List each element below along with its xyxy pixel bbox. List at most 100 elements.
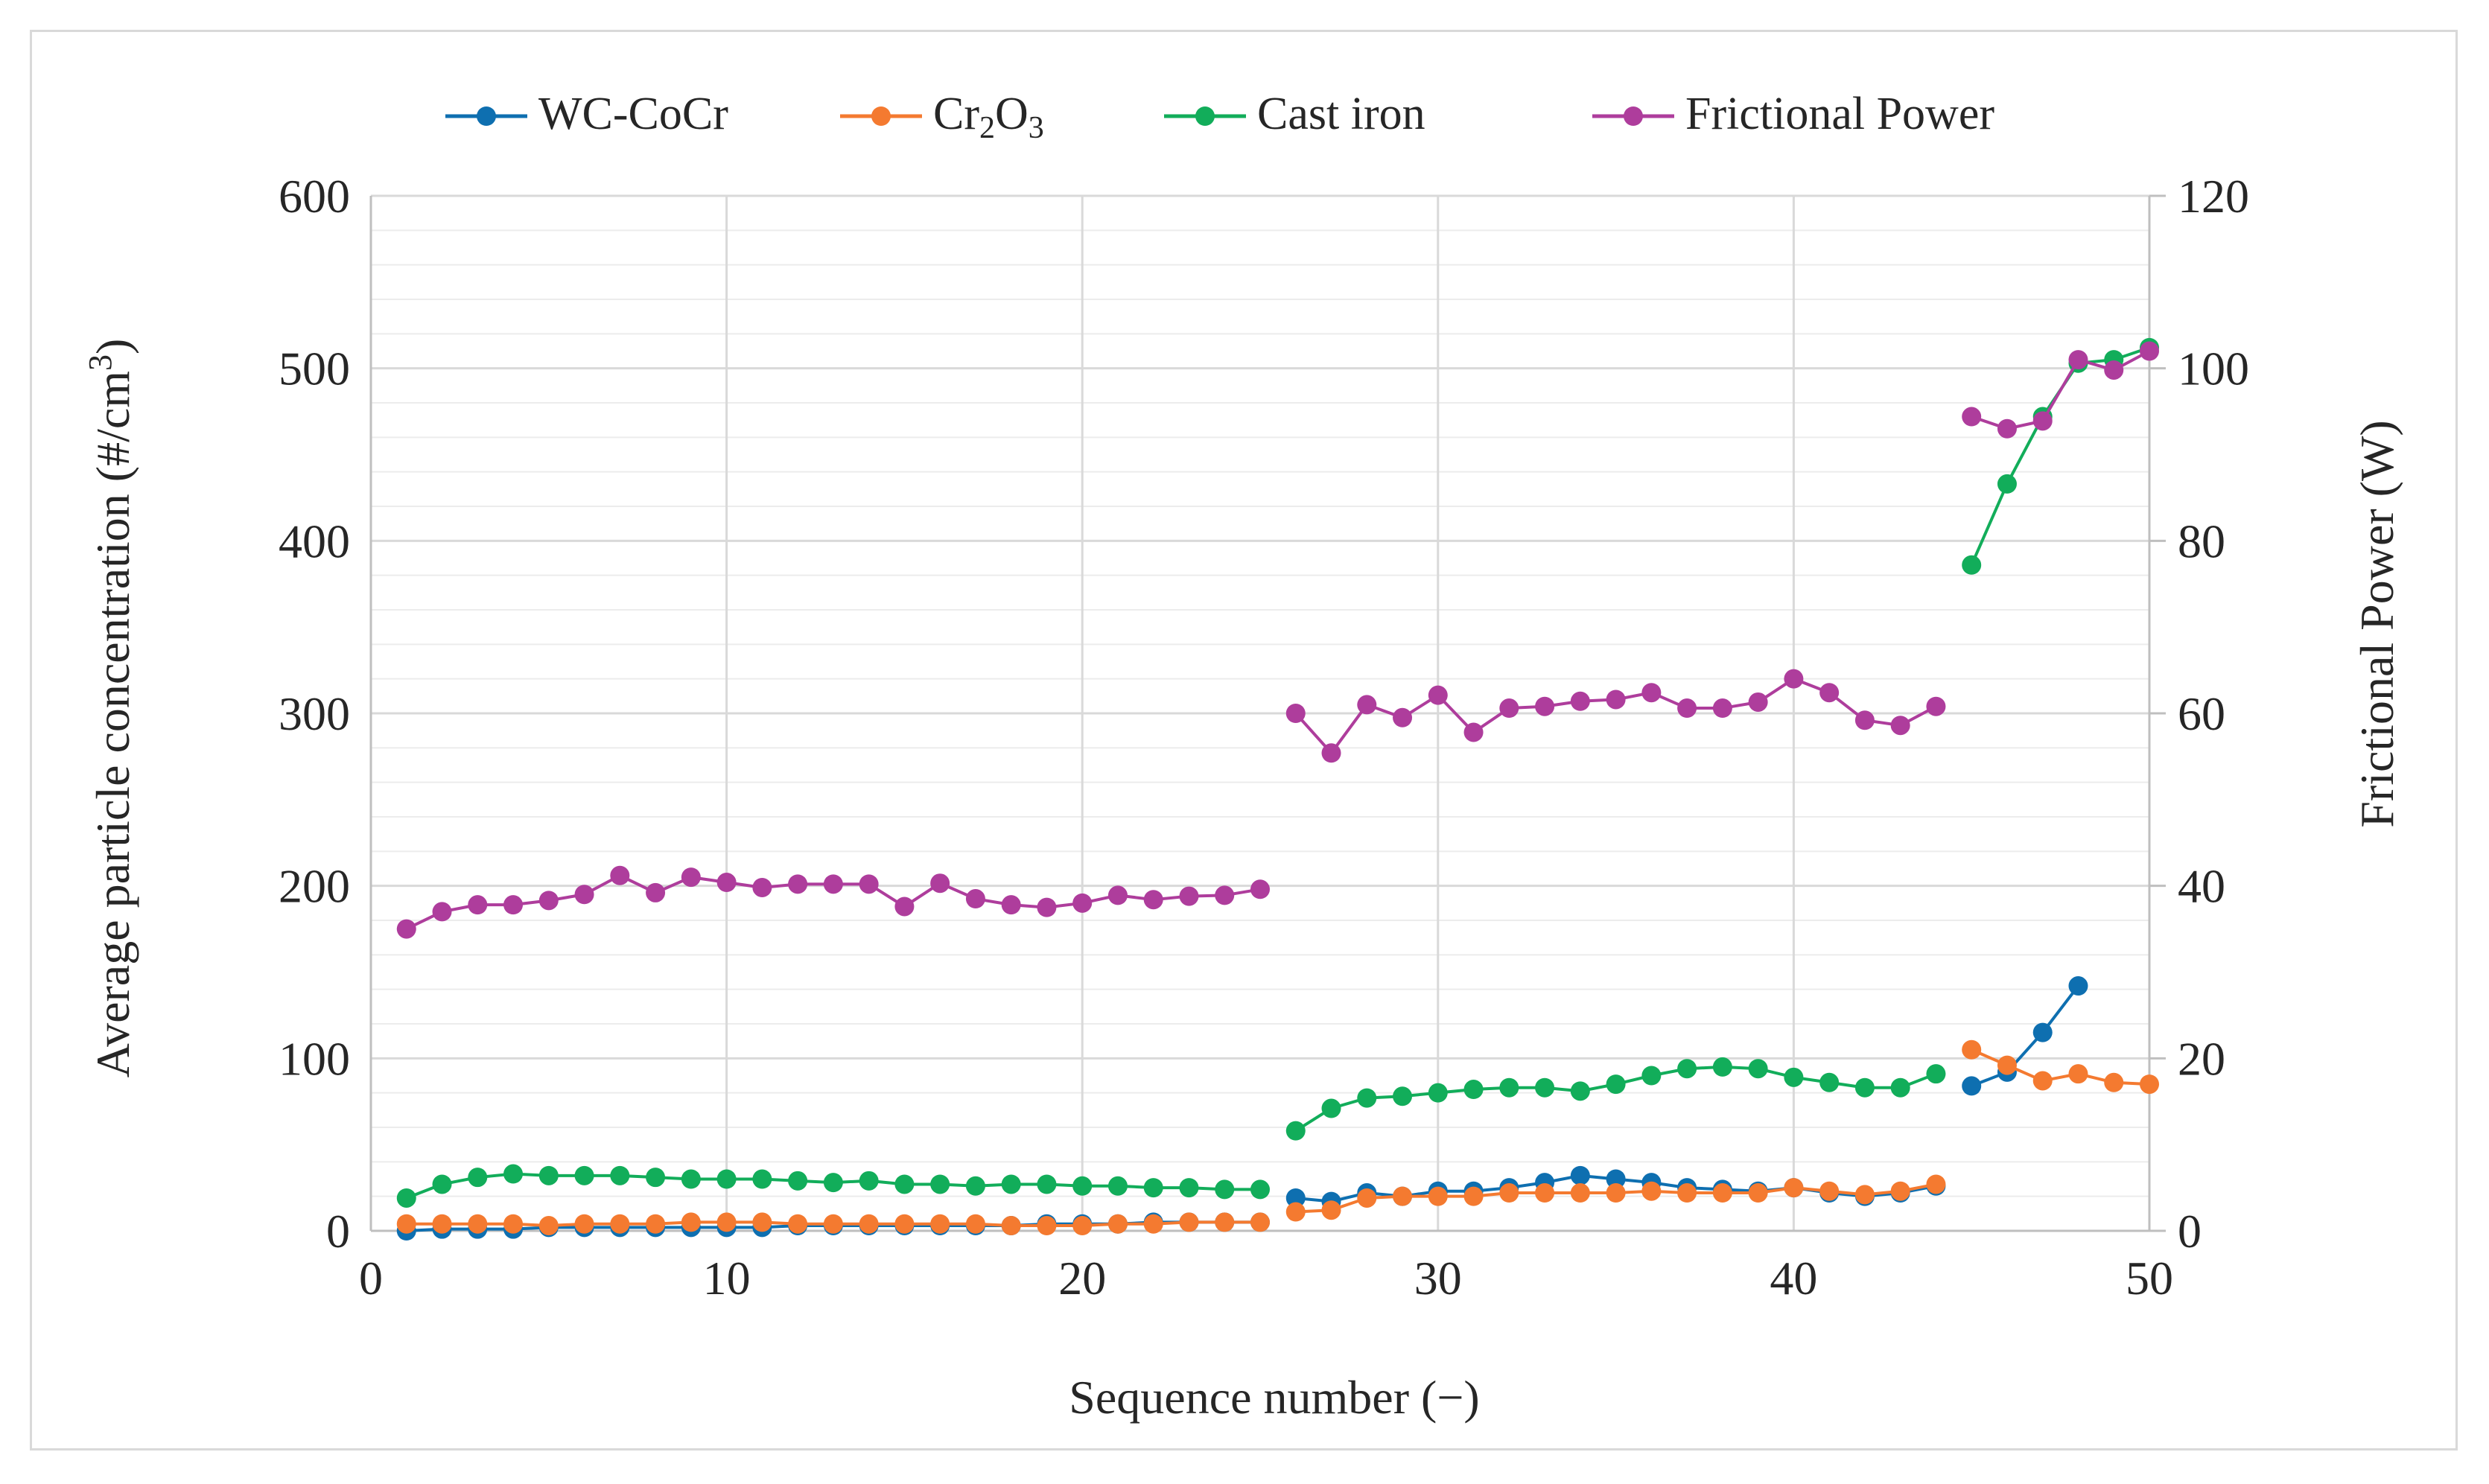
data-point — [894, 1214, 915, 1234]
data-point — [1285, 1188, 1306, 1208]
legend-item-wc-cocr: WC-CoCr — [445, 89, 728, 139]
legend-marker-wc-cocr — [477, 106, 496, 126]
data-point — [1962, 1039, 1982, 1060]
data-point — [1321, 743, 1341, 763]
data-point — [1037, 1216, 1057, 1236]
data-point — [716, 1212, 737, 1232]
data-point — [574, 885, 594, 905]
legend-label-cr2o3-sub1: 2 — [979, 111, 995, 145]
y-left-tick-label: 500 — [279, 343, 350, 395]
data-point — [1321, 1098, 1341, 1118]
data-point — [2068, 350, 2088, 370]
data-point — [1321, 1200, 1341, 1220]
data-point — [1819, 683, 1840, 703]
legend-label-cr2o3-part2: O — [995, 89, 1029, 139]
data-point — [788, 1214, 808, 1234]
y-axis-left-label-sup: 3 — [82, 354, 118, 371]
data-point — [1854, 710, 1875, 730]
y-right-tick-label: 20 — [2178, 1032, 2225, 1085]
data-point — [1926, 696, 1946, 716]
data-point — [930, 1174, 950, 1194]
data-point — [503, 1214, 524, 1234]
data-point — [1606, 1169, 1626, 1189]
data-point — [1001, 895, 1021, 915]
data-point — [1499, 698, 1519, 719]
y-right-tick-label: 100 — [2178, 343, 2249, 395]
data-point — [1143, 890, 1163, 910]
series-2 — [396, 337, 2159, 1208]
data-point — [1926, 1064, 1946, 1084]
legend-marker-frictional-power — [1624, 106, 1643, 126]
data-point — [1463, 1186, 1484, 1206]
data-point — [610, 1214, 630, 1234]
data-point — [1606, 1183, 1626, 1203]
data-point — [1393, 1086, 1413, 1106]
data-point — [1463, 722, 1484, 742]
data-point — [1784, 669, 1804, 689]
x-tick-label: 0 — [359, 1252, 383, 1305]
data-point — [859, 874, 879, 894]
data-point — [1677, 1183, 1697, 1203]
data-point — [1962, 407, 1982, 427]
data-point — [2032, 1071, 2053, 1091]
legend-label-frictional-power: Frictional Power — [1685, 89, 1994, 139]
y-left-tick-label: 400 — [279, 515, 350, 567]
data-point — [1428, 1083, 1448, 1103]
data-point — [2104, 1072, 2124, 1092]
data-point — [1606, 690, 1626, 710]
data-point — [823, 1214, 843, 1234]
data-point — [2140, 341, 2159, 361]
data-point — [1784, 1067, 1804, 1087]
data-point — [1357, 695, 1377, 715]
data-point — [1107, 1176, 1128, 1196]
data-point — [1179, 886, 1199, 906]
data-point — [1037, 897, 1057, 917]
data-point — [1250, 879, 1270, 899]
chart-frame: 0 10 20 30 40 50 0 100 200 300 400 500 600 0 20 40 60 80 1… — [30, 30, 2458, 1450]
data-point — [574, 1165, 594, 1185]
data-point — [1535, 1077, 1555, 1098]
data-point — [1428, 685, 1448, 705]
legend-marker-cast-iron — [1195, 106, 1215, 126]
data-point — [1250, 1212, 1270, 1232]
data-point — [1997, 474, 2017, 494]
y-left-tick-label: 0 — [326, 1205, 350, 1258]
y-axis-left-label-text: Average particle concentration (#/cm — [86, 371, 139, 1077]
data-point — [1748, 1183, 1768, 1203]
data-point — [646, 1214, 666, 1234]
data-point — [1712, 698, 1732, 719]
data-point — [1748, 1059, 1768, 1079]
data-point — [2068, 976, 2088, 996]
data-point — [538, 1165, 559, 1185]
data-point — [2068, 1064, 2088, 1084]
legend-item-cr2o3: Cr2O3 — [840, 89, 1044, 145]
data-point — [1570, 1165, 1590, 1185]
legend-label-wc-cocr: WC-CoCr — [538, 89, 728, 139]
data-point — [432, 902, 452, 922]
data-point — [1072, 893, 1093, 913]
data-point — [681, 1169, 701, 1189]
data-point — [1393, 1186, 1413, 1206]
data-point — [646, 882, 666, 902]
legend: WC-CoCr Cr2O3 Cast iron Frictional Power — [445, 89, 1994, 145]
data-point — [1393, 707, 1413, 727]
data-point — [2032, 1022, 2053, 1042]
y-right-tick-label: 80 — [2178, 515, 2225, 567]
data-point — [1143, 1214, 1163, 1234]
data-point — [1677, 1059, 1697, 1079]
y-axis-left-label: Average particle concentration (#/cm3) — [82, 339, 139, 1078]
data-point — [396, 1214, 416, 1234]
data-point — [894, 1174, 915, 1194]
data-point — [538, 1216, 559, 1236]
data-point — [1926, 1174, 1946, 1194]
data-point — [468, 1168, 488, 1188]
data-point — [1570, 1183, 1590, 1203]
data-point — [610, 865, 630, 885]
data-point — [1854, 1185, 1875, 1205]
data-point — [1179, 1212, 1199, 1232]
y-left-tick-label: 100 — [279, 1032, 350, 1085]
data-point — [1107, 885, 1128, 905]
data-point — [503, 1164, 524, 1184]
data-point — [1357, 1088, 1377, 1108]
data-point — [1143, 1178, 1163, 1198]
